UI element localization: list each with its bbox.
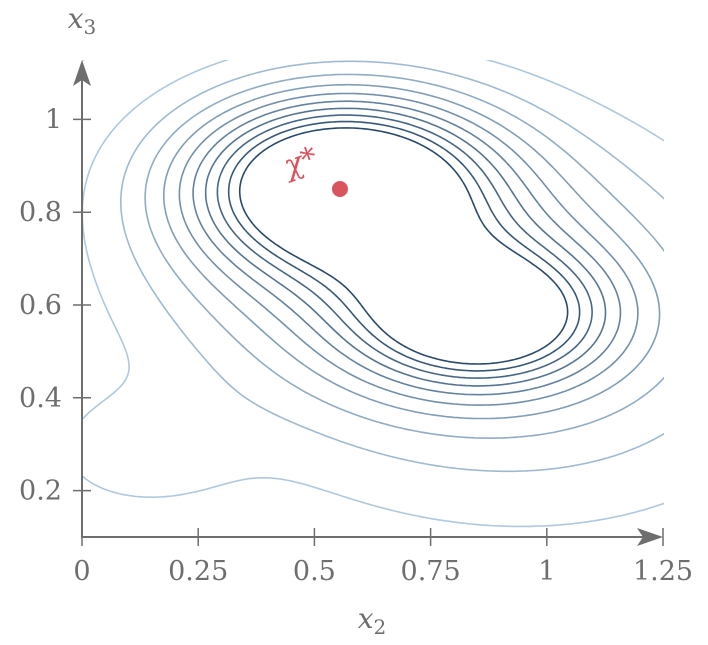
axes xyxy=(73,60,663,546)
y-axis-label: x3 xyxy=(68,2,97,39)
contour-level xyxy=(82,60,86,62)
contour-level xyxy=(144,73,664,439)
x-tick-label: 0 xyxy=(73,556,90,587)
y-tick-label: 0.6 xyxy=(19,290,62,321)
contour-level xyxy=(82,60,664,528)
x-axis-arrowhead xyxy=(637,528,663,546)
x-axis-label: x2 xyxy=(358,602,387,639)
y-tick-label: 0.2 xyxy=(19,476,62,507)
y-axis-arrowhead xyxy=(73,60,91,86)
x-tick-label: 1.25 xyxy=(633,556,693,587)
y-ticks: 0.2 0.4 0.6 0.8 1 xyxy=(19,104,91,507)
optimum-label: χ* xyxy=(277,140,322,185)
x-tick-label: 0.5 xyxy=(293,556,336,587)
y-tick-label: 0.8 xyxy=(19,197,62,228)
contour-level xyxy=(178,92,639,406)
x-ticks: 0 0.25 0.5 0.75 1 1.25 xyxy=(73,528,693,587)
contour-level xyxy=(238,127,569,365)
x-tick-label: 0.25 xyxy=(168,556,228,587)
y-tick-label: 1 xyxy=(45,104,62,135)
contour-level xyxy=(204,107,607,387)
contour-level xyxy=(192,100,622,396)
contour-lines xyxy=(82,60,664,528)
contour-level xyxy=(227,120,581,372)
x-tick-label: 0.75 xyxy=(401,556,461,587)
contour-level xyxy=(163,83,661,420)
contour-level xyxy=(120,60,664,473)
contour-level xyxy=(216,114,593,379)
y-tick-label: 0.4 xyxy=(19,383,62,414)
x-tick-label: 1 xyxy=(538,556,555,587)
optimum-marker xyxy=(331,181,348,197)
